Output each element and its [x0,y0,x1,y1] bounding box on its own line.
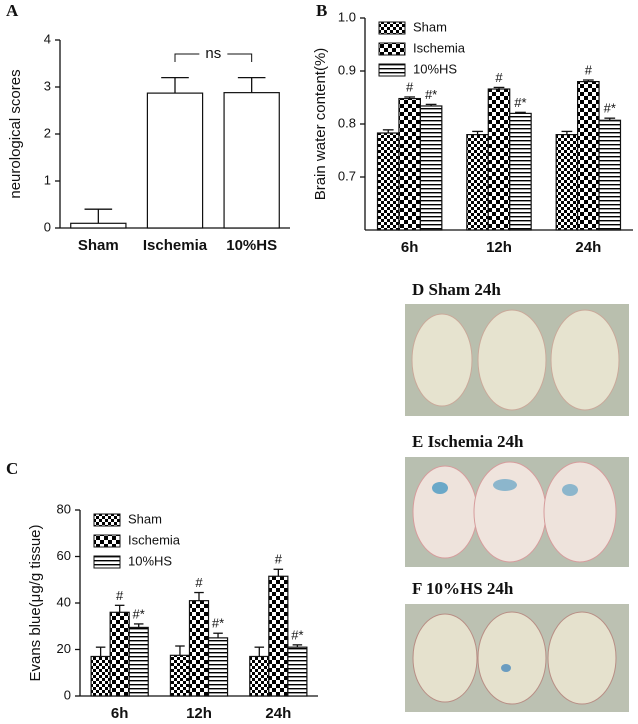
y-tick-label: 20 [57,641,71,656]
y-tick-label: 60 [57,548,71,563]
bar [128,626,149,697]
x-tick-label: Sham [78,237,119,254]
bracket-gap [199,51,228,57]
x-tick-label: 6h [401,239,419,256]
bar [487,88,511,231]
legend-swatch [93,513,121,527]
bar-annotation: # [195,575,203,590]
photo-title: D Sham 24h [412,280,501,299]
legend-swatch [93,534,121,548]
x-tick-label: 6h [111,705,129,722]
bar [146,92,204,229]
y-tick-label: 2 [44,125,51,140]
bar [509,112,532,231]
bar [376,132,400,231]
bar [70,222,127,229]
bar [398,97,421,231]
x-tick-label: Ischemia [143,237,208,254]
y-tick-label: 0.8 [338,115,356,130]
panel-label: A [6,1,19,20]
annotation: ns [205,45,221,62]
y-tick-label: 0.7 [338,168,356,183]
legend-label: 10%HS [413,61,457,76]
bar-annotation: #* [514,95,526,110]
panel-label: B [316,1,327,20]
bar [577,80,600,231]
y-tick-label: 0 [44,219,51,234]
x-tick-label: 24h [265,705,291,722]
y-tick-label: 1 [44,172,51,187]
bar [249,655,270,697]
photo [405,457,629,567]
y-tick-label: 40 [57,594,71,609]
bar-annotation: # [495,70,503,85]
photo-title: F 10%HS 24h [412,579,514,598]
y-tick-label: 0.9 [338,62,356,77]
x-tick-label: 12h [486,239,512,256]
bar-annotation: #* [291,627,303,642]
bar-annotation: # [406,79,414,94]
bar [109,611,130,697]
legend-label: Ischemia [128,532,181,547]
y-tick-label: 1.0 [338,9,356,24]
x-tick-label: 24h [575,239,601,256]
bar [90,655,111,697]
legend-label: 10%HS [128,553,172,568]
bar-annotation: # [116,588,124,603]
bar [268,575,289,697]
y-axis-label: neurological scores [7,69,24,198]
photo-title: E Ischemia 24h [412,432,524,451]
bar [287,646,308,697]
photo [405,604,629,712]
bar [419,105,443,231]
bar-annotation: #* [212,616,224,631]
bar [466,134,489,231]
photo [405,304,629,416]
bar-annotation: #* [604,101,616,116]
bar-annotation: #* [133,606,145,621]
bar [223,92,280,229]
bar-annotation: # [585,62,593,77]
legend-label: Ischemia [413,40,466,55]
panel-label: C [6,459,18,478]
x-tick-label: 10%HS [226,237,277,254]
y-axis-label: Evans blue(μg/g tissue) [27,524,44,681]
y-tick-label: 0 [64,687,71,702]
legend-swatch [378,42,406,56]
legend-swatch [93,555,121,569]
y-tick-label: 4 [44,31,51,46]
bar [169,654,191,697]
legend-swatch [378,63,406,77]
bar [598,119,622,231]
y-tick-label: 3 [44,78,51,93]
bar [207,637,229,697]
bar [188,600,210,697]
x-tick-label: 12h [186,705,212,722]
legend-swatch [378,21,406,35]
bar-annotation: # [275,552,283,567]
bar-annotation: #* [425,87,437,102]
y-axis-label: Brain water content(%) [312,48,329,201]
y-tick-label: 80 [57,501,71,516]
legend-label: Sham [413,19,447,34]
legend-label: Sham [128,511,162,526]
bar [555,134,579,231]
